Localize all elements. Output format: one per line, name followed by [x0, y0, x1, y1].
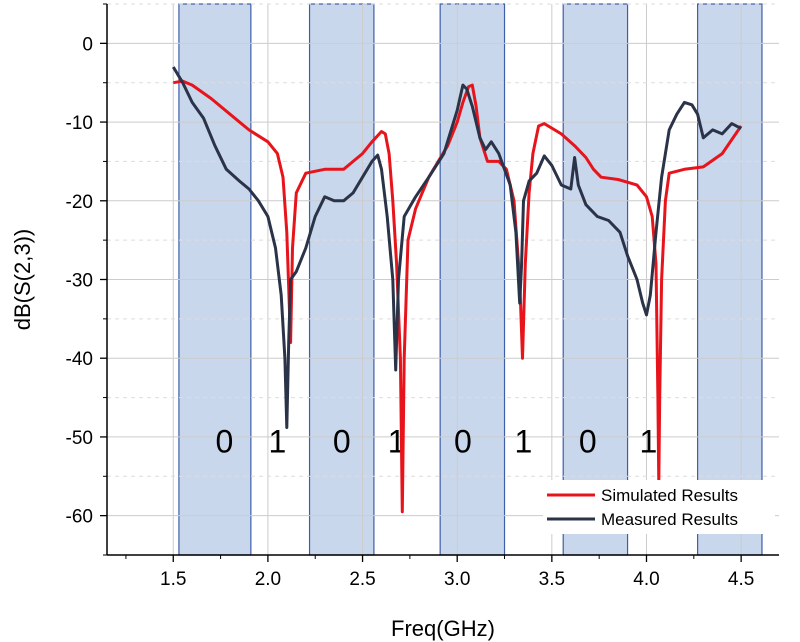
- x-tick-label: 3.5: [539, 569, 565, 590]
- y-axis-ticks: 0 -10 -20 -30 -40 -50 -60: [66, 3, 107, 556]
- y-tick-label: -10: [66, 113, 93, 134]
- y-tick-label: -60: [66, 507, 93, 528]
- y-tick-label: -40: [66, 349, 93, 370]
- y-tick-label: -30: [66, 271, 93, 292]
- x-tick-label: 4.5: [728, 569, 754, 590]
- x-tick-label: 2.5: [349, 569, 375, 590]
- x-tick-label: 4.0: [633, 569, 659, 590]
- series-line-measured: [172, 66, 742, 429]
- y-tick-label: -20: [66, 192, 93, 213]
- legend-box: [543, 480, 775, 534]
- legend-entry-label: Simulated Results: [601, 486, 738, 505]
- bit-label: 1: [515, 424, 533, 460]
- series-line-simulated: [173, 79, 743, 514]
- bit-label: 1: [639, 424, 657, 460]
- data-series: [172, 66, 743, 514]
- y-tick-label: 0: [82, 34, 93, 55]
- x-tick-label: 3.0: [444, 569, 470, 590]
- x-tick-label: 1.5: [160, 569, 186, 590]
- legend: Simulated Results Measured Results: [543, 480, 775, 534]
- bit-label: 0: [454, 424, 472, 460]
- y-tick-label: -50: [66, 428, 93, 449]
- x-axis-ticks: 1.5 2.0 2.5 3.0 3.5 4.0 4.5: [125, 555, 754, 590]
- bit-label: 0: [579, 424, 597, 460]
- y-axis-title: dB(S(2,3)): [10, 229, 35, 330]
- x-axis-title: Freq(GHz): [391, 616, 495, 641]
- legend-entry-label: Measured Results: [601, 510, 738, 529]
- bit-label: 0: [333, 424, 351, 460]
- bit-label: 1: [268, 424, 286, 460]
- bit-label: 0: [215, 424, 233, 460]
- x-tick-label: 2.0: [255, 569, 281, 590]
